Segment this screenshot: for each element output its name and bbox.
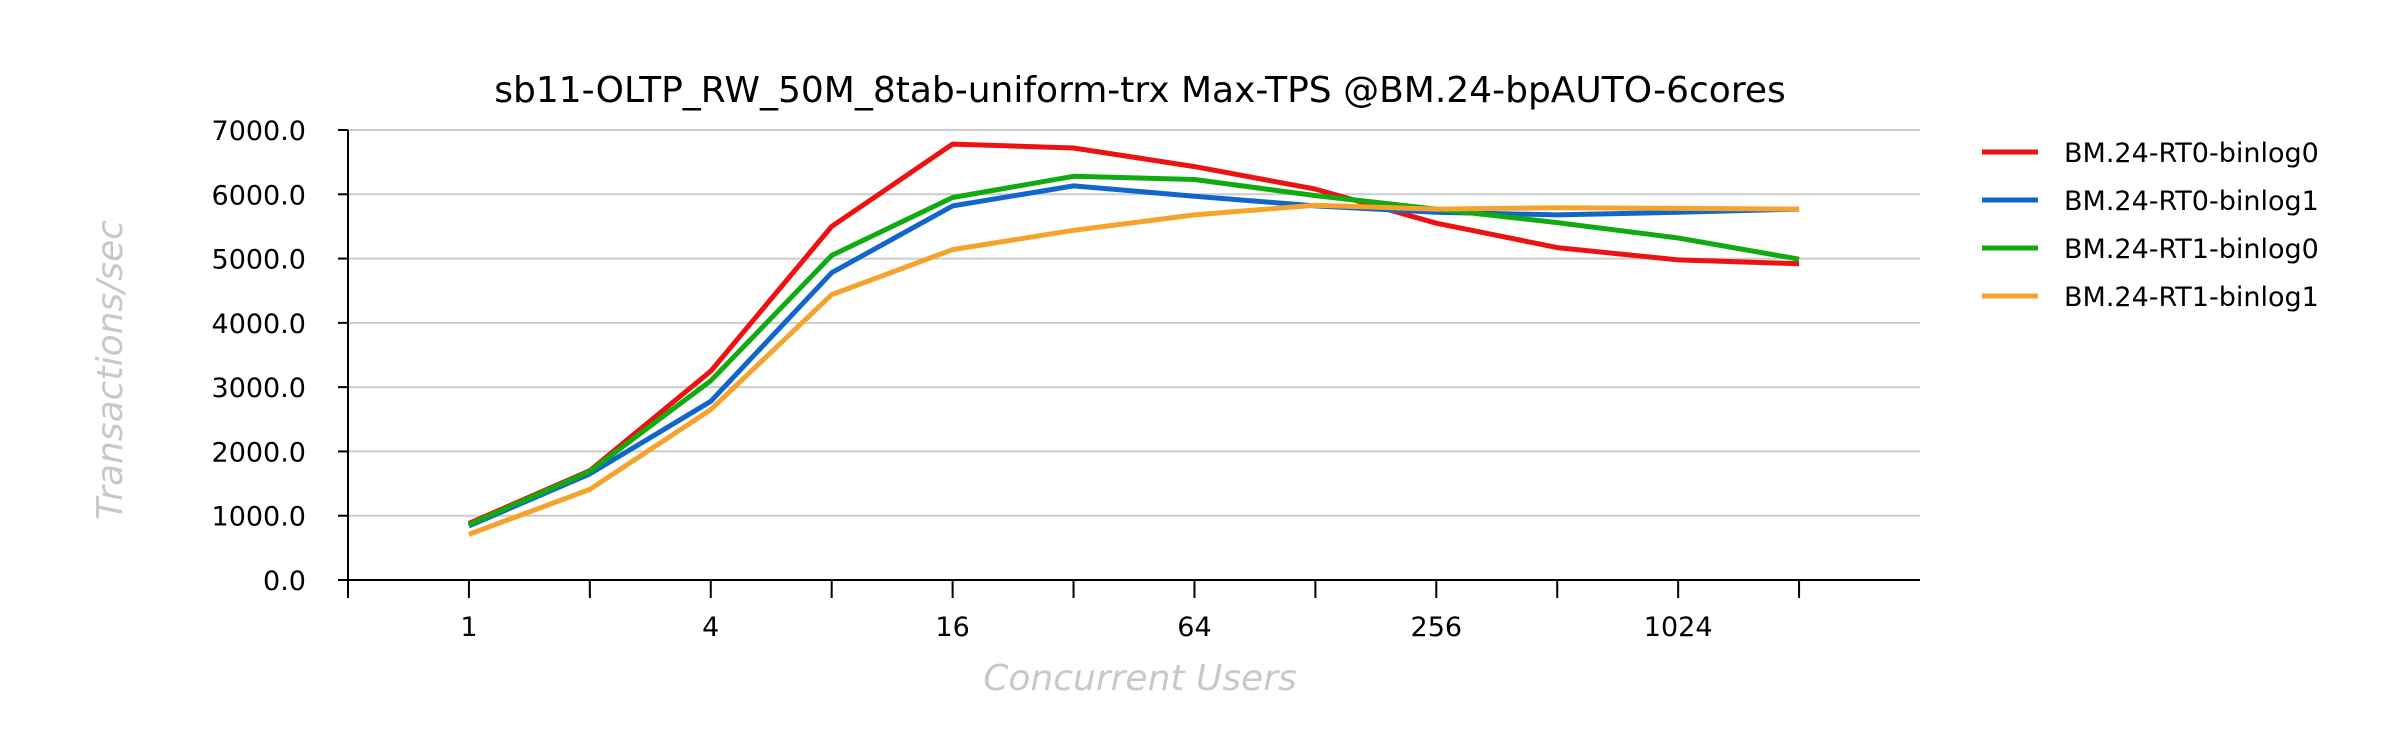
legend-label: BM.24-RT1-binlog1 [2064,282,2319,313]
x-tick-label: 1 [460,612,477,643]
x-axis-title: Concurrent Users [983,658,1297,699]
chart-title: sb11-OLTP_RW_50M_8tab-uniform-trx Max-TP… [494,70,1785,111]
y-tick-label: 5000.0 [212,245,306,276]
series-line [467,173,1800,527]
legend-label: BM.24-RT1-binlog0 [2064,234,2319,265]
y-tick-label: 3000.0 [212,373,306,404]
x-tick-label: 256 [1411,612,1463,643]
legend-label: BM.24-RT0-binlog1 [2064,186,2319,217]
y-tick-label: 7000.0 [212,116,306,147]
y-tick-label: 4000.0 [212,309,306,340]
legend-label: BM.24-RT0-binlog0 [2064,138,2319,169]
y-tick-label: 1000.0 [212,502,306,533]
y-tick-label: 0.0 [263,566,306,597]
axes: 0.0 1000.0 2000.0 3000.0 4000.0 5000.0 6000.0 7… [212,116,1920,643]
y-tick-label: 6000.0 [212,180,306,211]
series-line [468,202,1800,537]
series-line [467,183,1800,529]
legend: BM.24-RT0-binlog0 BM.24-RT0-binlog1 BM.24-… [1982,138,2319,313]
y-tick-label: 2000.0 [212,437,306,468]
y-axis-title: Transactions/sec [90,220,131,520]
series-lines [467,141,1800,537]
x-tick-label: 1024 [1644,612,1713,643]
x-tick-label: 16 [935,612,969,643]
series-line [467,141,1800,526]
x-tick-label: 4 [702,612,719,643]
x-tick-label: 64 [1177,612,1211,643]
